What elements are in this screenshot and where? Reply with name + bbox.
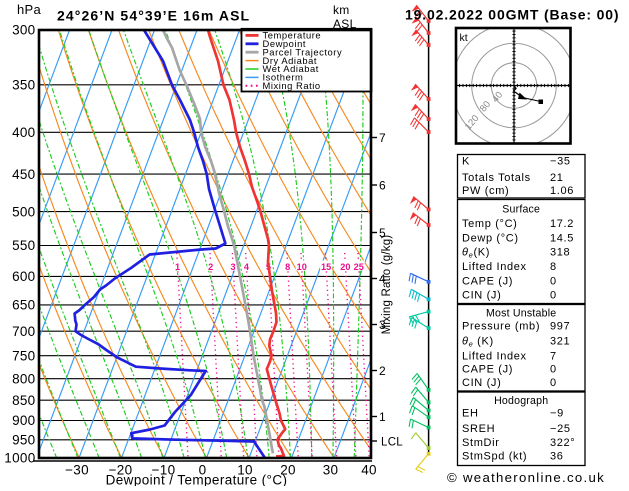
svg-text:0: 0: [550, 364, 557, 376]
svg-text:Mixing Ratio (g/kg): Mixing Ratio (g/kg): [381, 235, 393, 335]
svg-text:6: 6: [379, 178, 386, 192]
svg-text:−25: −25: [550, 423, 571, 435]
svg-text:500: 500: [12, 204, 35, 219]
svg-text:550: 550: [12, 238, 35, 253]
svg-text:450: 450: [12, 167, 35, 182]
svg-text:1: 1: [379, 410, 386, 424]
svg-text:800: 800: [12, 371, 35, 386]
svg-text:10: 10: [237, 463, 253, 478]
svg-text:SREH: SREH: [462, 423, 495, 435]
svg-text:4: 4: [244, 262, 250, 272]
svg-text:CIN (J): CIN (J): [462, 290, 501, 302]
svg-text:Temperature: Temperature: [263, 30, 322, 41]
svg-text:318: 318: [550, 247, 570, 259]
svg-text:40: 40: [361, 463, 377, 478]
svg-text:Pressure (mb): Pressure (mb): [462, 321, 540, 333]
svg-text:15: 15: [321, 262, 331, 272]
svg-text:ASL: ASL: [333, 17, 357, 31]
svg-text:0: 0: [550, 290, 557, 302]
svg-text:5: 5: [379, 226, 386, 240]
svg-text:2: 2: [379, 364, 386, 378]
svg-text:321: 321: [550, 336, 570, 348]
svg-text:K: K: [462, 155, 470, 167]
svg-text:−30: −30: [65, 463, 89, 478]
svg-text:Dewpoint / Temperature (°C): Dewpoint / Temperature (°C): [106, 473, 288, 487]
svg-text:Mixing Ratio: Mixing Ratio: [263, 80, 321, 91]
svg-text:Parcel Trajectory: Parcel Trajectory: [263, 46, 343, 57]
svg-text:7: 7: [379, 131, 386, 145]
svg-text:LCL: LCL: [381, 437, 403, 449]
svg-text:4: 4: [379, 272, 386, 286]
svg-text:Lifted Index: Lifted Index: [462, 351, 527, 363]
svg-text:θe(K): θe(K): [462, 247, 490, 260]
svg-text:2: 2: [208, 262, 213, 272]
svg-text:24°26’N 54°39’E 16m ASL: 24°26’N 54°39’E 16m ASL: [57, 8, 250, 24]
svg-text:20: 20: [280, 463, 296, 478]
svg-text:© weatheronline.co.uk: © weatheronline.co.uk: [447, 470, 605, 485]
svg-text:1: 1: [175, 262, 180, 272]
svg-text:kt: kt: [460, 32, 468, 44]
svg-text:θe (K): θe (K): [462, 336, 494, 349]
svg-text:Lifted Index: Lifted Index: [462, 261, 527, 273]
svg-text:Most Unstable: Most Unstable: [486, 308, 556, 320]
svg-text:−35: −35: [550, 155, 571, 167]
svg-text:25: 25: [354, 262, 364, 272]
svg-text:8: 8: [550, 261, 557, 273]
svg-text:EH: EH: [462, 408, 479, 420]
svg-text:322°: 322°: [550, 437, 575, 449]
svg-text:850: 850: [12, 393, 35, 408]
svg-text:StmDir: StmDir: [462, 437, 500, 449]
svg-text:0: 0: [550, 276, 557, 288]
svg-text:km: km: [333, 3, 350, 17]
svg-text:1000: 1000: [4, 451, 35, 466]
svg-text:−20: −20: [109, 463, 133, 478]
svg-text:1.06: 1.06: [550, 185, 574, 197]
svg-text:600: 600: [12, 269, 35, 284]
svg-text:−9: −9: [550, 408, 564, 420]
svg-text:−10: −10: [152, 463, 176, 478]
svg-text:CAPE (J): CAPE (J): [462, 276, 513, 288]
svg-text:Isotherm: Isotherm: [263, 72, 304, 83]
svg-text:0: 0: [550, 377, 557, 389]
svg-text:21: 21: [550, 172, 564, 184]
svg-text:950: 950: [12, 433, 35, 448]
svg-text:36: 36: [550, 451, 564, 463]
svg-text:Totals Totals: Totals Totals: [462, 172, 531, 184]
svg-text:750: 750: [12, 348, 35, 363]
svg-text:400: 400: [12, 125, 35, 140]
svg-text:Wet Adiabat: Wet Adiabat: [263, 63, 319, 74]
svg-text:hPa: hPa: [17, 2, 42, 17]
svg-text:700: 700: [12, 324, 35, 339]
svg-text:19.02.2022 00GMT (Base: 00): 19.02.2022 00GMT (Base: 00): [405, 7, 619, 23]
svg-text:30: 30: [323, 463, 339, 478]
svg-text:300: 300: [12, 23, 35, 38]
svg-text:17.2: 17.2: [550, 218, 574, 230]
svg-text:997: 997: [550, 321, 570, 333]
svg-text:Dry Adiabat: Dry Adiabat: [263, 55, 318, 66]
svg-text:10: 10: [297, 262, 307, 272]
svg-text:14.5: 14.5: [550, 233, 574, 245]
svg-text:8: 8: [285, 262, 290, 272]
svg-text:3: 3: [379, 318, 386, 332]
svg-text:Surface: Surface: [502, 204, 540, 216]
svg-text:20: 20: [340, 262, 350, 272]
svg-text:7: 7: [550, 351, 557, 363]
svg-text:0: 0: [199, 463, 207, 478]
svg-text:Dewp (°C): Dewp (°C): [462, 233, 519, 245]
svg-text:3: 3: [231, 262, 236, 272]
svg-text:900: 900: [12, 413, 35, 428]
svg-text:PW (cm): PW (cm): [462, 185, 509, 197]
svg-text:CAPE (J): CAPE (J): [462, 364, 513, 376]
svg-text:CIN (J): CIN (J): [462, 377, 501, 389]
svg-text:350: 350: [12, 78, 35, 93]
svg-text:Temp (°C): Temp (°C): [462, 218, 517, 230]
svg-text:StmSpd (kt): StmSpd (kt): [462, 451, 527, 463]
svg-text:Hodograph: Hodograph: [494, 395, 548, 407]
svg-text:Dewpoint: Dewpoint: [263, 38, 306, 49]
svg-text:650: 650: [12, 298, 35, 313]
